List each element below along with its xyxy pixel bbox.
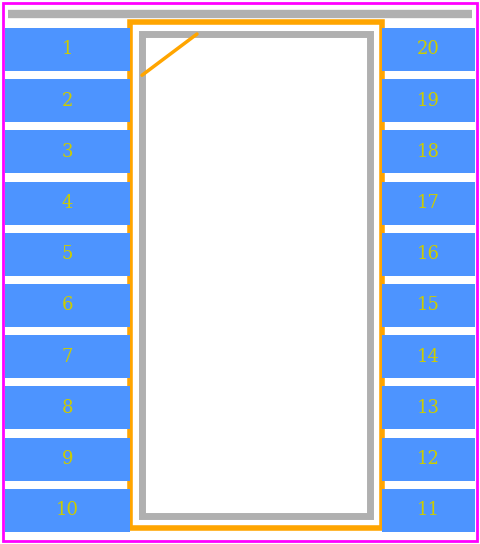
Bar xyxy=(5,28,130,71)
Bar xyxy=(142,34,370,516)
Text: 5: 5 xyxy=(62,245,73,263)
Text: 12: 12 xyxy=(417,450,440,468)
Bar xyxy=(5,386,130,429)
Bar xyxy=(5,284,130,327)
Bar xyxy=(382,28,475,71)
Text: 4: 4 xyxy=(62,194,73,212)
Text: 18: 18 xyxy=(417,143,440,161)
Bar xyxy=(5,335,130,378)
Text: 8: 8 xyxy=(62,399,73,417)
Text: 15: 15 xyxy=(417,296,440,314)
Text: 2: 2 xyxy=(62,92,73,110)
Bar xyxy=(5,437,130,480)
Text: 13: 13 xyxy=(417,399,440,417)
Bar xyxy=(5,79,130,122)
Text: 6: 6 xyxy=(62,296,73,314)
Text: 20: 20 xyxy=(417,40,440,59)
Text: 16: 16 xyxy=(417,245,440,263)
Text: 3: 3 xyxy=(62,143,73,161)
Bar xyxy=(382,233,475,276)
Text: 9: 9 xyxy=(62,450,73,468)
Bar xyxy=(130,22,382,528)
Bar xyxy=(382,131,475,174)
Bar xyxy=(382,79,475,122)
Bar xyxy=(5,131,130,174)
Bar xyxy=(382,386,475,429)
Bar xyxy=(382,489,475,532)
Text: 14: 14 xyxy=(417,348,440,366)
Bar xyxy=(382,437,475,480)
Bar xyxy=(5,489,130,532)
Text: 1: 1 xyxy=(62,40,73,59)
Bar xyxy=(5,233,130,276)
Text: 11: 11 xyxy=(417,502,440,520)
Text: 19: 19 xyxy=(417,92,440,110)
Bar xyxy=(382,284,475,327)
Bar xyxy=(382,182,475,225)
Text: 10: 10 xyxy=(56,502,79,520)
Text: 7: 7 xyxy=(62,348,73,366)
Bar xyxy=(5,182,130,225)
Bar xyxy=(382,335,475,378)
Text: 17: 17 xyxy=(417,194,440,212)
